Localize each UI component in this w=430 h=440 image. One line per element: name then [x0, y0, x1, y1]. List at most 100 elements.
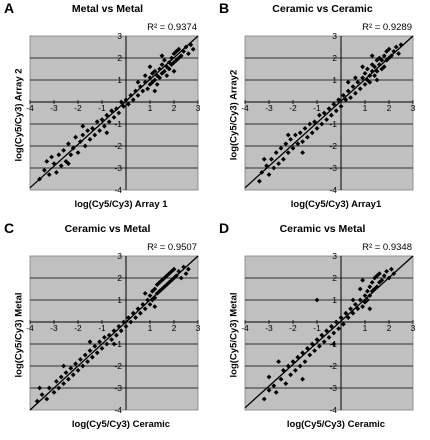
- data-point: [389, 266, 394, 272]
- data-point: [264, 163, 269, 169]
- panel-letter: C: [4, 220, 15, 236]
- x-tick-label: 3: [411, 103, 416, 113]
- data-point: [111, 328, 117, 334]
- data-point: [319, 332, 325, 338]
- data-point: [46, 172, 52, 177]
- panel-letter: D: [219, 220, 230, 236]
- y-tick-label: -4: [114, 405, 122, 415]
- data-point: [150, 79, 155, 85]
- data-point: [58, 163, 64, 169]
- data-point: [384, 269, 389, 274]
- data-point: [379, 57, 385, 63]
- x-tick-label: -4: [26, 323, 34, 333]
- y-tick-label: 1: [332, 75, 337, 85]
- data-point: [138, 310, 143, 316]
- data-point: [123, 97, 129, 103]
- x-tick-label: -3: [50, 323, 58, 333]
- data-point: [319, 121, 325, 127]
- y-tick-label: 1: [332, 295, 337, 305]
- data-point: [341, 321, 346, 327]
- data-point: [261, 156, 267, 162]
- data-point: [367, 306, 373, 312]
- panel-b: B Ceramic vs Ceramic R² = 0.9289 log(Cy5…: [215, 0, 430, 220]
- data-point: [75, 150, 81, 155]
- r-squared-label: R² = 0.9507: [147, 242, 197, 253]
- y-axis-label: log(Cy5/Cy3) Array 2: [12, 40, 26, 190]
- data-point: [159, 277, 165, 283]
- data-point: [365, 66, 370, 72]
- data-point: [63, 159, 69, 164]
- data-point: [276, 161, 281, 166]
- y-axis-label-text: log(Cy5/Cy3) Array2: [228, 69, 240, 161]
- data-point: [341, 93, 346, 98]
- data-point: [42, 167, 47, 173]
- data-point: [276, 359, 281, 364]
- data-point: [135, 79, 141, 85]
- data-point: [102, 335, 107, 340]
- y-tick-label: -2: [329, 141, 337, 151]
- y-tick-label: 3: [117, 31, 122, 41]
- r-squared-label: R² = 0.9289: [362, 22, 412, 33]
- data-point: [273, 390, 279, 395]
- data-point: [357, 86, 363, 92]
- data-point: [68, 365, 74, 371]
- data-point: [152, 295, 158, 301]
- x-axis-label: log(Cy5/Cy3) Array 1: [74, 199, 168, 210]
- data-point: [171, 68, 177, 74]
- data-point: [297, 130, 303, 136]
- data-point: [56, 152, 62, 158]
- x-tick-label: -4: [241, 103, 249, 113]
- data-point: [114, 332, 119, 338]
- panel-letter: A: [4, 0, 15, 16]
- data-point: [360, 64, 365, 70]
- y-axis-label-text: log(Cy5/Cy3) Array 2: [13, 68, 25, 162]
- x-tick-label: 1: [148, 103, 153, 113]
- data-point: [169, 55, 174, 61]
- data-point: [135, 306, 141, 312]
- data-point: [338, 315, 344, 320]
- data-point: [271, 383, 277, 389]
- data-point: [300, 139, 305, 144]
- y-axis-label-text: log(Cy5/Cy3) Metal: [228, 292, 240, 378]
- chart-title: Ceramic vs Ceramic: [272, 3, 373, 15]
- data-point: [126, 315, 131, 320]
- data-point: [300, 150, 305, 155]
- data-point: [355, 79, 361, 85]
- data-point: [343, 97, 349, 103]
- data-point: [283, 381, 289, 386]
- data-point: [257, 178, 262, 184]
- x-tick-label: 2: [387, 323, 392, 333]
- data-point: [324, 117, 329, 122]
- data-point: [374, 284, 380, 290]
- trendline: [29, 35, 199, 189]
- x-tick-label: -1: [313, 323, 321, 333]
- data-point: [61, 381, 66, 386]
- data-point: [162, 57, 167, 63]
- y-tick-label: 2: [332, 273, 337, 283]
- data-point: [159, 53, 165, 59]
- data-point: [367, 79, 373, 85]
- data-point: [142, 306, 148, 312]
- data-point: [171, 266, 177, 272]
- data-point: [152, 304, 158, 309]
- data-point: [288, 372, 293, 378]
- data-point: [130, 310, 136, 316]
- chart-title: Ceramic vs Metal: [64, 223, 151, 235]
- x-tick-label: 3: [196, 103, 201, 113]
- y-tick-label: 1: [117, 295, 122, 305]
- x-tick-label: 3: [196, 323, 201, 333]
- data-point: [133, 315, 138, 320]
- data-point: [288, 137, 293, 142]
- data-point: [123, 324, 129, 329]
- x-tick-label: -4: [26, 103, 34, 113]
- data-point: [116, 110, 122, 116]
- data-point: [157, 280, 162, 285]
- data-point: [353, 90, 358, 96]
- data-point: [130, 97, 136, 103]
- trendline: [29, 255, 199, 411]
- data-point: [109, 108, 114, 114]
- data-point: [94, 350, 100, 356]
- data-point: [82, 143, 88, 149]
- data-point: [99, 346, 105, 351]
